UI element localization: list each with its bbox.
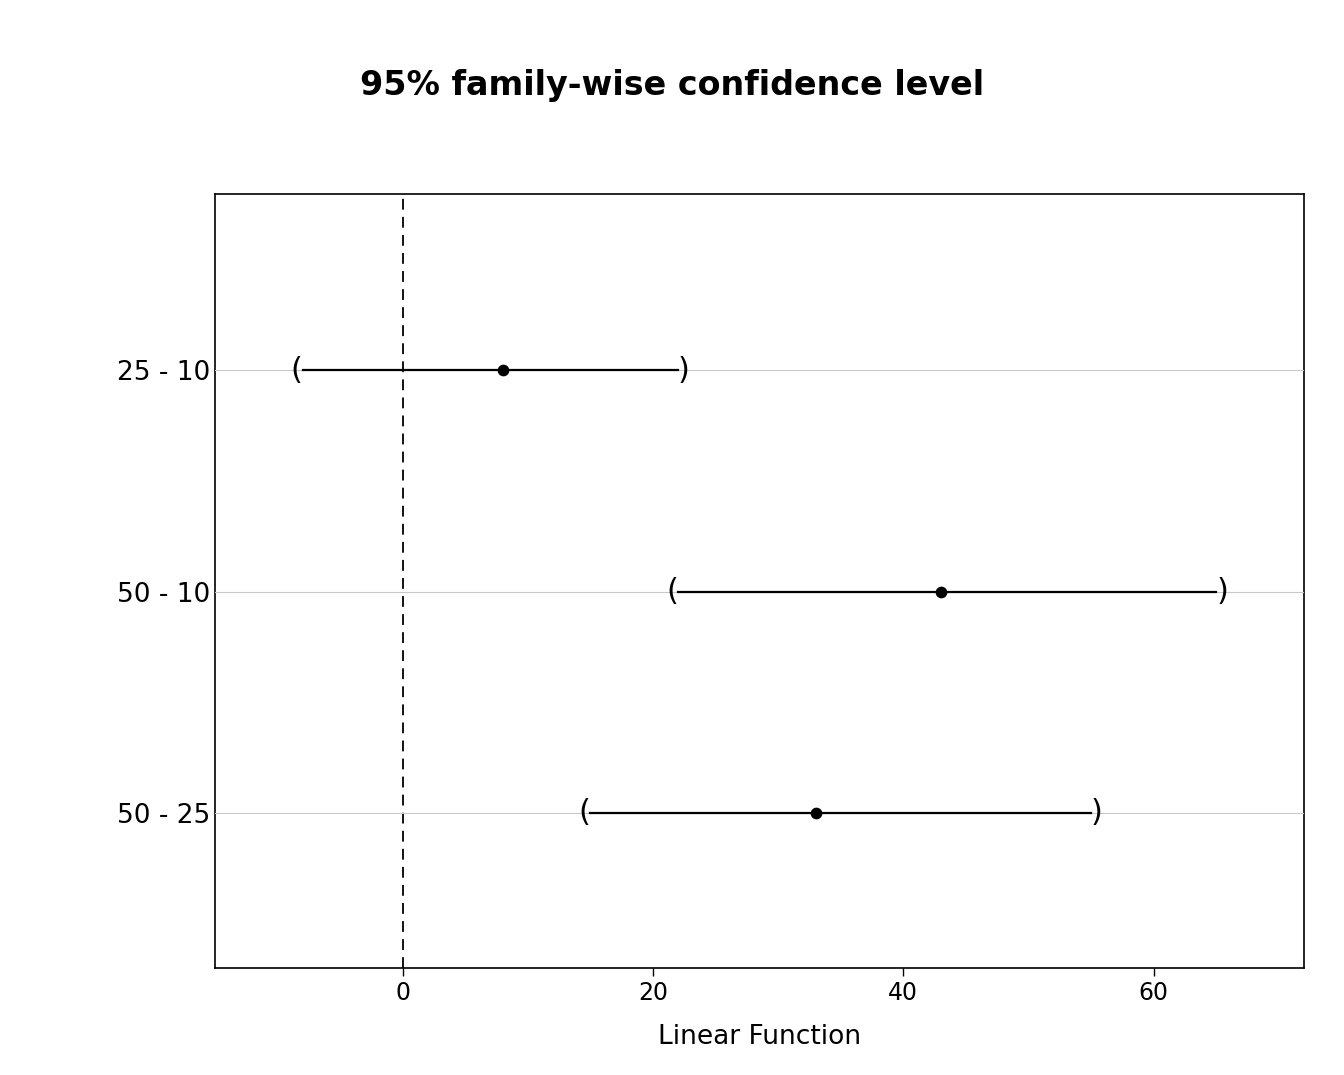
- Text: ): ): [677, 356, 689, 385]
- Text: (: (: [290, 356, 302, 385]
- Point: [930, 583, 952, 600]
- Point: [805, 804, 827, 821]
- Text: (: (: [578, 799, 590, 827]
- Text: (: (: [667, 577, 677, 606]
- Point: [492, 362, 513, 379]
- Text: ): ): [1091, 799, 1103, 827]
- Text: 95% family-wise confidence level: 95% family-wise confidence level: [360, 70, 984, 102]
- X-axis label: Linear Function: Linear Function: [657, 1024, 862, 1050]
- Text: ): ): [1216, 577, 1228, 606]
